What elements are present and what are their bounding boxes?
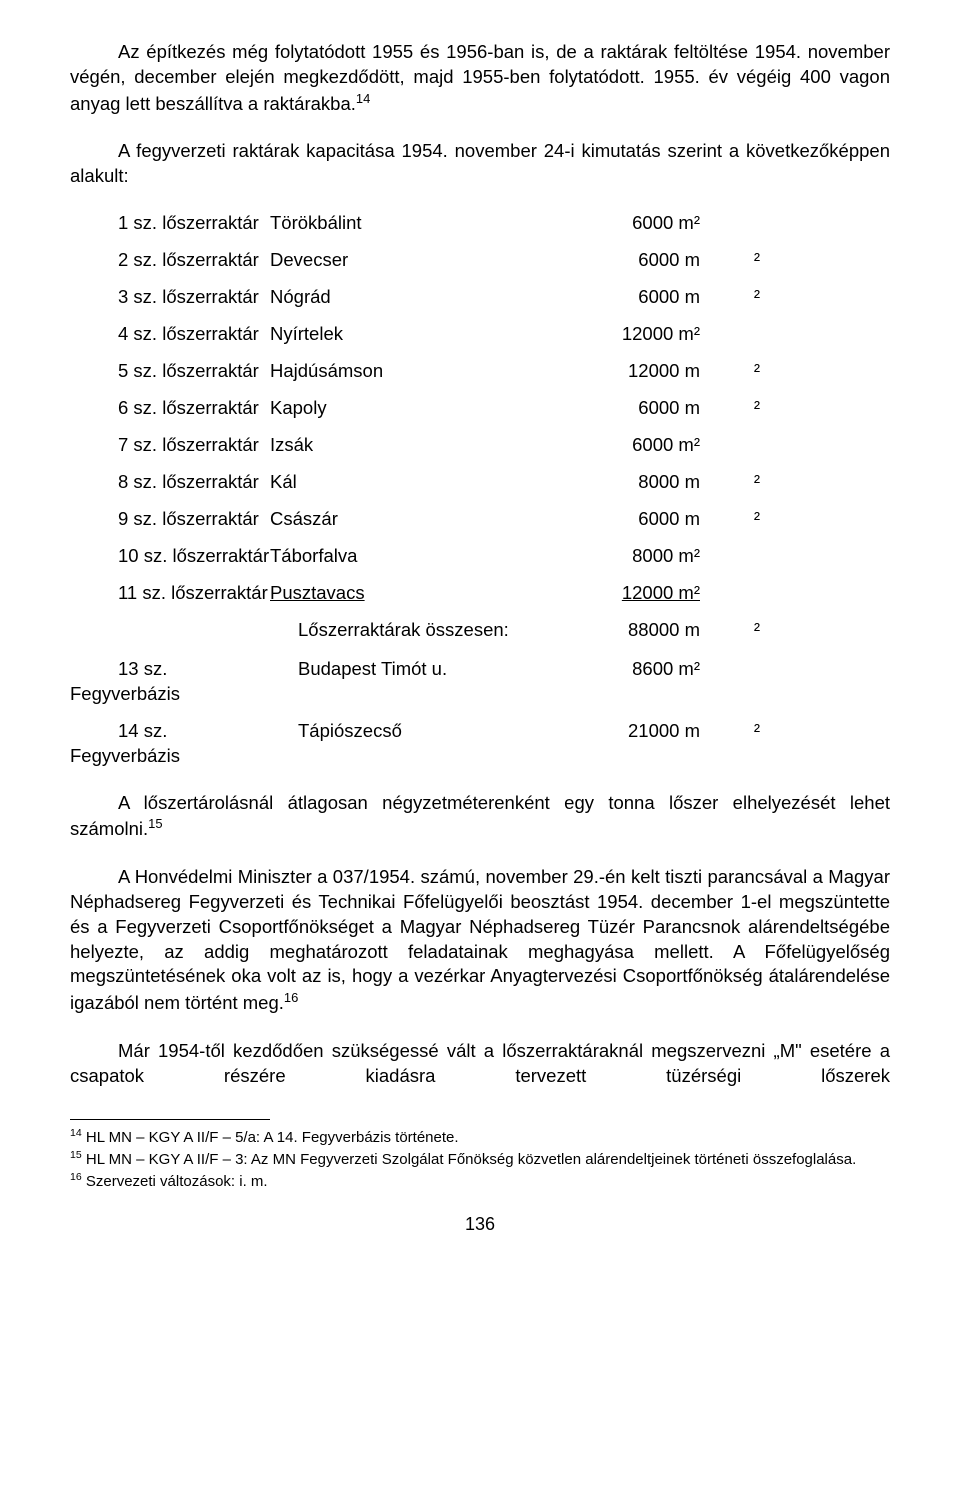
row-value: 12000 m [550, 359, 730, 384]
table-row: 6 sz. lőszerraktár Kapoly 6000 m ² [70, 396, 890, 421]
row-location: Nyírtelek [270, 322, 550, 347]
paragraph-3: A lőszertárolásnál átlagosan négyzetméte… [70, 791, 890, 843]
footnote-num: 16 [70, 1171, 82, 1183]
table-row: 9 sz. lőszerraktár Császár 6000 m ² [70, 507, 890, 532]
para1-text: Az építkezés még folytatódott 1955 és 19… [70, 41, 890, 114]
row-label: 4 sz. lőszerraktár [70, 322, 270, 347]
row-unit-sup: ² [730, 470, 760, 495]
row-label: 8 sz. lőszerraktár [70, 470, 270, 495]
footnote-15: 15 HL MN – KGY A II/F – 3: Az MN Fegyver… [70, 1148, 890, 1170]
table-row: 3 sz. lőszerraktár Nógrád 6000 m ² [70, 285, 890, 310]
row-label: 5 sz. lőszerraktár [70, 359, 270, 384]
para4-text: A Honvédelmi Miniszter a 037/1954. számú… [70, 866, 890, 1014]
row-label: 1 sz. lőszerraktár [70, 211, 270, 236]
table-row: 14 sz. Fegyverbázis Tápiószecső 21000 m … [70, 719, 890, 769]
row-unit-sup [730, 544, 760, 569]
row-unit-sup [730, 657, 760, 707]
row-unit-sup [730, 211, 760, 236]
row-location: Kál [270, 470, 550, 495]
row-location: Császár [270, 507, 550, 532]
paragraph-2: A fegyverzeti raktárak kapacitása 1954. … [70, 139, 890, 189]
row-location: Táborfalva [270, 544, 550, 569]
paragraph-5: Már 1954-től kezdődően szükségessé vált … [70, 1039, 890, 1089]
row-label: 11 sz. lőszerraktár [70, 581, 270, 606]
row-value: 88000 m [550, 618, 730, 643]
footnote-ref-16: 16 [284, 990, 298, 1005]
paragraph-4: A Honvédelmi Miniszter a 037/1954. számú… [70, 865, 890, 1017]
row-label [70, 618, 270, 643]
table-row: 1 sz. lőszerraktár Törökbálint 6000 m² [70, 211, 890, 236]
footnote-num: 15 [70, 1149, 82, 1161]
row-unit-sup: ² [730, 248, 760, 273]
table-row: 5 sz. lőszerraktár Hajdúsámson 12000 m ² [70, 359, 890, 384]
table-row: 4 sz. lőszerraktár Nyírtelek 12000 m² [70, 322, 890, 347]
table-sum-row: Lőszerraktárak összesen: 88000 m ² [70, 618, 890, 643]
row-value: 6000 m [550, 285, 730, 310]
row-unit-sup: ² [730, 618, 760, 643]
row-label: 7 sz. lőszerraktár [70, 433, 270, 458]
row-value: 8600 m² [550, 657, 730, 707]
footnote-text: HL MN – KGY A II/F – 3: Az MN Fegyverzet… [82, 1151, 857, 1168]
footnote-text: HL MN – KGY A II/F – 5/a: A 14. Fegyverb… [82, 1129, 459, 1146]
table-row: 7 sz. lőszerraktár Izsák 6000 m² [70, 433, 890, 458]
row-value: 6000 m [550, 248, 730, 273]
row-unit-sup: ² [730, 396, 760, 421]
row-value: 21000 m [550, 719, 730, 769]
page-number: 136 [70, 1212, 890, 1236]
row-label: 3 sz. lőszerraktár [70, 285, 270, 310]
footnote-14: 14 HL MN – KGY A II/F – 5/a: A 14. Fegyv… [70, 1126, 890, 1148]
row-label: 14 sz. Fegyverbázis [70, 719, 270, 769]
table-row: 13 sz. Fegyverbázis Budapest Timót u. 86… [70, 657, 890, 707]
row-value: 6000 m [550, 396, 730, 421]
footnote-text: Szervezeti változások: i. m. [82, 1173, 268, 1190]
row-value: 6000 m [550, 507, 730, 532]
row-location: Lőszerraktárak összesen: [270, 618, 550, 643]
footnote-ref-14: 14 [356, 91, 370, 106]
row-value: 8000 m² [550, 544, 730, 569]
row-label: 10 sz. lőszerraktár [70, 544, 270, 569]
row-value: 6000 m² [550, 433, 730, 458]
footnote-separator [70, 1119, 270, 1120]
row-location: Pusztavacs [270, 581, 550, 606]
row-value: 12000 m² [550, 322, 730, 347]
footnote-num: 14 [70, 1127, 82, 1139]
paragraph-1: Az építkezés még folytatódott 1955 és 19… [70, 40, 890, 117]
row-location: Törökbálint [270, 211, 550, 236]
row-location: Izsák [270, 433, 550, 458]
row-unit-sup: ² [730, 359, 760, 384]
footnote-ref-15: 15 [148, 816, 162, 831]
row-location: Hajdúsámson [270, 359, 550, 384]
row-unit-sup: ² [730, 507, 760, 532]
row-label: 13 sz. Fegyverbázis [70, 657, 270, 707]
row-location: Tápiószecső [270, 719, 550, 769]
capacity-table: 1 sz. lőszerraktár Törökbálint 6000 m² 2… [70, 211, 890, 769]
row-unit-sup [730, 322, 760, 347]
row-label: 9 sz. lőszerraktár [70, 507, 270, 532]
row-value: 6000 m² [550, 211, 730, 236]
row-label: 2 sz. lőszerraktár [70, 248, 270, 273]
row-location: Nógrád [270, 285, 550, 310]
row-value: 12000 m² [550, 581, 730, 606]
row-unit-sup [730, 581, 760, 606]
para3-text: A lőszertárolásnál átlagosan négyzetméte… [70, 792, 890, 840]
table-row: 10 sz. lőszerraktár Táborfalva 8000 m² [70, 544, 890, 569]
table-row: 11 sz. lőszerraktár Pusztavacs 12000 m² [70, 581, 890, 606]
row-unit-sup: ² [730, 719, 760, 769]
table-row: 8 sz. lőszerraktár Kál 8000 m ² [70, 470, 890, 495]
row-location: Budapest Timót u. [270, 657, 550, 707]
row-value: 8000 m [550, 470, 730, 495]
row-unit-sup [730, 433, 760, 458]
row-location: Kapoly [270, 396, 550, 421]
row-label: 6 sz. lőszerraktár [70, 396, 270, 421]
row-unit-sup: ² [730, 285, 760, 310]
footnote-16: 16 Szervezeti változások: i. m. [70, 1170, 890, 1192]
table-row: 2 sz. lőszerraktár Devecser 6000 m ² [70, 248, 890, 273]
row-location: Devecser [270, 248, 550, 273]
